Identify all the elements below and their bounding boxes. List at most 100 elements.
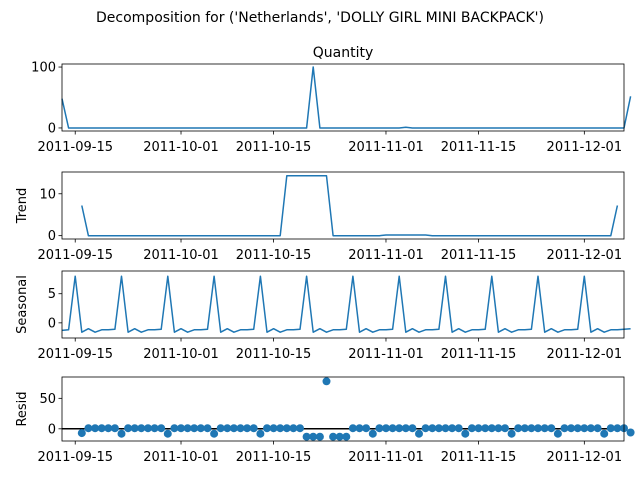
resid-point [501,424,509,433]
resid-point [203,424,212,433]
resid-point [236,424,245,433]
resid-point [243,424,252,433]
resid-point [474,424,483,433]
subplot-trend: 0 10 2011-09-15 2011-10-01 2011-10-15 2011-11… [15,171,625,263]
resid-point [520,424,529,433]
seasonal-xtick-label: 2011-09-15 [37,347,113,362]
resid-point [421,424,430,433]
resid-point [540,424,549,433]
resid-point [573,424,582,433]
resid-point [368,429,377,438]
resid-point [514,424,523,433]
resid-point [534,424,542,433]
resid-point [580,424,589,433]
seasonal-ytick-label: 5 [48,287,56,302]
resid-point [322,377,331,386]
resid-point [401,424,410,433]
resid-point [282,424,291,433]
resid-point [84,424,93,433]
resid-point [302,432,311,441]
resid-point [183,424,192,433]
resid-xtick-label: 2011-11-15 [441,450,517,465]
resid-point [150,424,159,433]
trend-xtick-label: 2011-12-01 [547,248,623,263]
resid-point [600,429,609,438]
trend-xtick-label: 2011-11-15 [441,248,517,263]
seasonal-xtick-label: 2011-11-15 [441,347,517,362]
trend-axes-frame [61,171,625,240]
resid-point [567,424,576,433]
resid-point [104,424,113,433]
resid-point [97,424,106,433]
resid-point [289,424,298,433]
resid-point [461,429,470,438]
resid-point [487,424,496,433]
resid-xtick-label: 2011-11-01 [348,450,424,465]
seasonal-axes-frame [61,270,625,339]
resid-point [593,424,602,433]
resid-point [263,424,271,433]
resid-ylabel: Resid [15,391,30,426]
resid-point [348,424,357,433]
resid-point [613,424,622,433]
observed-ytick-label: 100 [31,61,56,76]
resid-xtick-label: 2011-12-01 [547,450,623,465]
resid-point [309,432,318,441]
subplot-seasonal: 0 5 2011-09-15 2011-10-01 2011-10-15 2011-11-… [15,270,631,362]
trend-ytick-label: 10 [39,187,56,202]
observed-xtick-label: 2011-12-01 [547,140,623,155]
trend-xtick-label: 2011-11-01 [348,248,424,263]
observed-xtick-label: 2011-10-15 [236,140,312,155]
resid-xtick-label: 2011-10-01 [143,450,219,465]
observed-xtick-label: 2011-09-15 [37,140,113,155]
observed-series-line [61,66,632,129]
resid-point [586,424,595,433]
resid-point [157,424,166,433]
resid-point [553,429,562,438]
resid-point [196,424,205,433]
seasonal-xtick-label: 2011-12-01 [547,347,623,362]
resid-point [315,432,324,441]
resid-point [163,429,172,438]
resid-point [144,424,152,433]
resid-point [481,424,490,433]
resid-point [335,432,344,441]
resid-point [296,424,304,433]
resid-point [626,428,635,437]
resid-point [177,424,185,433]
seasonal-series-line [61,275,631,333]
observed-xtick-label: 2011-11-15 [441,140,517,155]
resid-point [441,424,450,433]
resid-point [269,424,278,433]
resid-point [408,424,417,433]
resid-point [428,424,437,433]
observed-axes-frame [61,63,625,132]
observed-ytick-label: 0 [48,121,56,136]
resid-point [117,429,126,438]
resid-point [329,432,338,441]
seasonal-xtick-label: 2011-11-01 [348,347,424,362]
trend-ylabel: Trend [15,188,30,225]
resid-point [229,424,238,433]
resid-point [170,424,179,433]
resid-point [130,424,139,433]
resid-point [388,424,397,433]
resid-point [355,424,364,433]
seasonal-ylabel: Seasonal [15,275,30,334]
resid-point [137,424,146,433]
observed-xtick-label: 2011-10-01 [143,140,219,155]
seasonal-ytick-label: 0 [48,316,56,331]
seasonal-xtick-label: 2011-10-15 [236,347,312,362]
resid-point [91,424,100,433]
resid-point [77,429,86,438]
resid-point [467,424,476,433]
resid-point [560,424,569,433]
subplot-resid: 0 50 2011-09-15 2011-10-01 2011-10-15 2011-11… [15,376,635,465]
resid-point [276,424,285,433]
resid-ytick-label: 50 [39,392,56,407]
resid-point [256,429,265,438]
resid-point [606,424,615,433]
resid-xtick-label: 2011-10-15 [236,450,312,465]
